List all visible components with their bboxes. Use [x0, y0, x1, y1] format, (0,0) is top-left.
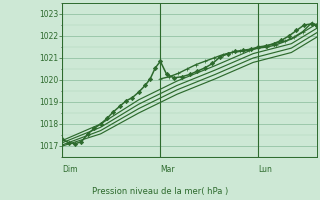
Text: Pression niveau de la mer( hPa ): Pression niveau de la mer( hPa ) — [92, 187, 228, 196]
Text: Lun: Lun — [258, 165, 272, 174]
Text: Dim: Dim — [62, 165, 78, 174]
Text: Mar: Mar — [160, 165, 175, 174]
